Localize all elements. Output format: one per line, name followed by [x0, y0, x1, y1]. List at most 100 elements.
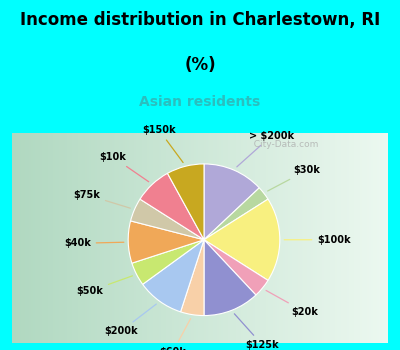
Bar — [294, 133, 296, 343]
Text: $10k: $10k — [100, 152, 149, 182]
Bar — [46, 133, 48, 343]
Bar — [185, 133, 187, 343]
Bar — [174, 133, 176, 343]
Bar — [290, 133, 292, 343]
Bar — [358, 133, 360, 343]
Wedge shape — [132, 240, 204, 284]
Bar — [277, 133, 279, 343]
Bar — [360, 133, 362, 343]
Text: $200k: $200k — [104, 304, 156, 336]
Bar — [345, 133, 347, 343]
Bar — [215, 133, 217, 343]
Text: (%): (%) — [184, 56, 216, 74]
Bar — [31, 133, 33, 343]
Bar — [160, 133, 162, 343]
Bar — [275, 133, 277, 343]
Bar — [245, 133, 247, 343]
Bar — [123, 133, 125, 343]
Bar — [339, 133, 341, 343]
Bar — [281, 133, 283, 343]
Bar — [335, 133, 337, 343]
Bar — [206, 133, 208, 343]
Bar — [18, 133, 20, 343]
Bar — [249, 133, 251, 343]
Bar — [326, 133, 328, 343]
Wedge shape — [180, 240, 204, 316]
Bar — [286, 133, 288, 343]
Bar — [130, 133, 132, 343]
Bar — [236, 133, 238, 343]
Text: City-Data.com: City-Data.com — [248, 140, 318, 149]
Bar — [313, 133, 315, 343]
Bar — [65, 133, 66, 343]
Wedge shape — [168, 164, 204, 240]
Bar — [377, 133, 378, 343]
Bar — [298, 133, 300, 343]
Bar — [219, 133, 221, 343]
Bar — [48, 133, 50, 343]
Wedge shape — [128, 221, 204, 263]
Text: $60k: $60k — [159, 318, 190, 350]
Bar — [243, 133, 245, 343]
Text: $40k: $40k — [64, 238, 124, 248]
Bar — [307, 133, 309, 343]
Bar — [59, 133, 61, 343]
Bar — [324, 133, 326, 343]
Bar — [76, 133, 78, 343]
Bar — [14, 133, 16, 343]
Wedge shape — [204, 240, 268, 295]
Bar — [97, 133, 98, 343]
Bar — [384, 133, 386, 343]
Bar — [50, 133, 52, 343]
Bar — [266, 133, 268, 343]
Wedge shape — [140, 173, 204, 240]
Bar — [166, 133, 168, 343]
Bar — [247, 133, 249, 343]
Bar — [187, 133, 189, 343]
Bar — [98, 133, 100, 343]
Bar — [296, 133, 298, 343]
Bar — [270, 133, 272, 343]
Bar — [20, 133, 22, 343]
Bar — [55, 133, 57, 343]
Bar — [144, 133, 146, 343]
Bar — [378, 133, 380, 343]
Bar — [155, 133, 157, 343]
Bar — [57, 133, 59, 343]
Bar — [367, 133, 369, 343]
Bar — [264, 133, 266, 343]
Bar — [104, 133, 106, 343]
Bar — [36, 133, 38, 343]
Bar — [181, 133, 183, 343]
Bar — [44, 133, 46, 343]
Bar — [382, 133, 384, 343]
Bar — [230, 133, 232, 343]
Bar — [136, 133, 138, 343]
Bar — [232, 133, 234, 343]
Bar — [341, 133, 343, 343]
Bar — [63, 133, 65, 343]
Bar — [262, 133, 264, 343]
Bar — [121, 133, 123, 343]
Bar — [348, 133, 350, 343]
Bar — [153, 133, 155, 343]
Bar — [366, 133, 367, 343]
Bar — [253, 133, 254, 343]
Bar — [309, 133, 311, 343]
Bar — [172, 133, 174, 343]
Bar — [350, 133, 352, 343]
Bar — [373, 133, 375, 343]
Bar — [27, 133, 29, 343]
Bar — [16, 133, 18, 343]
Bar — [260, 133, 262, 343]
Bar — [106, 133, 108, 343]
Bar — [132, 133, 134, 343]
Bar — [87, 133, 89, 343]
Bar — [241, 133, 243, 343]
Bar — [170, 133, 172, 343]
Bar — [102, 133, 104, 343]
Bar — [66, 133, 68, 343]
Bar — [354, 133, 356, 343]
Bar — [33, 133, 34, 343]
Bar — [194, 133, 196, 343]
